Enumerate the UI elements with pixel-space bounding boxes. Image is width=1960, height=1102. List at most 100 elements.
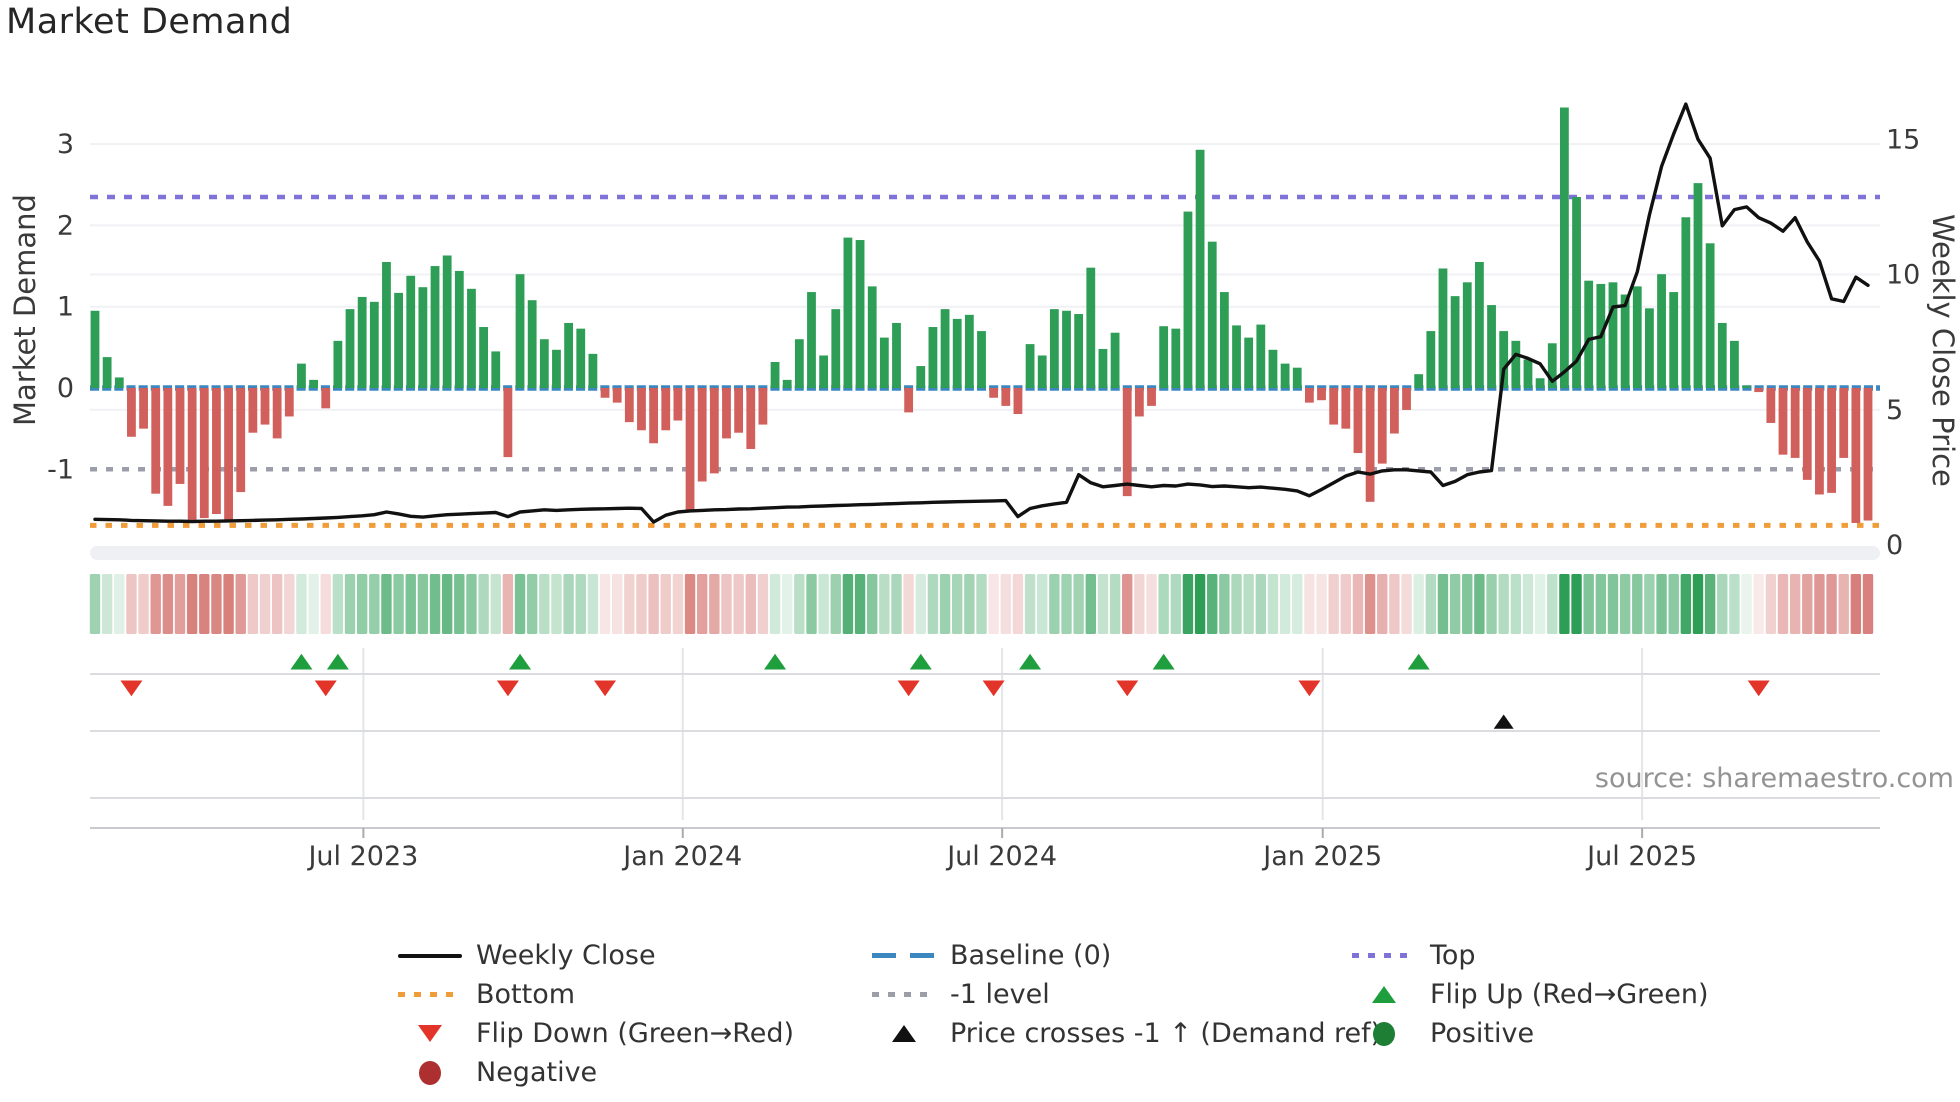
heatmap-cell: [551, 574, 562, 634]
demand-bar: [1608, 282, 1618, 388]
demand-bar: [187, 388, 197, 520]
heatmap-cell: [1777, 574, 1789, 634]
demand-bar: [1681, 217, 1691, 388]
heatmap-cell: [879, 574, 890, 634]
heatmap-cell: [174, 574, 186, 634]
heatmap-cell: [952, 574, 963, 634]
heatmap-cell: [369, 574, 380, 634]
heatmap-cell: [1619, 574, 1631, 634]
demand-bar: [697, 388, 707, 482]
flip-down-marker: [1298, 680, 1321, 697]
demand-bar: [1304, 388, 1314, 403]
flip-down-marker: [897, 680, 920, 697]
heatmap-cell: [1377, 574, 1388, 634]
demand-bar: [637, 388, 646, 431]
demand-bar: [1171, 328, 1181, 388]
heatmap-cell: [1109, 574, 1121, 634]
heatmap-cell: [1364, 574, 1376, 634]
heatmap-cell: [320, 574, 331, 634]
demand-bar: [1632, 286, 1642, 388]
heatmap-cell: [1158, 574, 1169, 634]
demand-bar: [1074, 314, 1084, 388]
legend-positive-label: Positive: [1430, 1018, 1535, 1049]
flip-up-marker: [509, 653, 532, 670]
demand-bar: [1098, 348, 1108, 388]
heatmap-cell: [1340, 574, 1352, 634]
demand-bar: [1086, 267, 1096, 388]
demand-bar: [102, 357, 112, 388]
heatmap-cell: [514, 574, 526, 634]
heatmap-cell: [211, 574, 222, 634]
demand-bar: [1244, 337, 1254, 388]
demand-bar: [309, 379, 318, 388]
heatmap-cell: [247, 574, 259, 634]
x-tick-label: Jul 2024: [945, 841, 1057, 872]
heatmap-cell: [393, 574, 404, 634]
event-markers: [120, 653, 1770, 729]
right-axis-title: Weekly Close Price: [1926, 213, 1960, 487]
demand-bar: [1450, 296, 1460, 388]
heatmap-cell: [1413, 574, 1424, 634]
heatmap-cell: [1267, 574, 1279, 634]
demand-bar: [1863, 388, 1873, 521]
demand-bar: [807, 292, 816, 388]
demand-bar: [1207, 241, 1217, 388]
heatmap-cell: [296, 574, 307, 634]
heatmap-cell: [709, 574, 720, 634]
heatmap-cell: [648, 574, 659, 634]
demand-bar: [1499, 331, 1509, 388]
heatmap-cell: [454, 574, 465, 634]
flip-down-marker: [120, 680, 143, 697]
heatmap-cell: [138, 574, 149, 634]
heatmap-cell: [101, 574, 113, 634]
heatmap-cell: [1826, 574, 1837, 634]
demand-bar: [746, 388, 756, 449]
heatmap-cell: [1000, 574, 1011, 634]
left-y-tick-label: 3: [57, 129, 74, 160]
demand-bar: [649, 388, 659, 444]
legend-column: Top Flip Up (Red→Green) Positive: [1352, 936, 1709, 1053]
heatmap-cell: [405, 574, 416, 634]
heatmap-cell: [1741, 574, 1752, 634]
demand-bar: [1134, 388, 1144, 417]
demand-bar: [114, 377, 124, 388]
heatmap-cell: [1838, 574, 1849, 634]
demand-bar: [1827, 388, 1836, 493]
demand-bar: [1657, 274, 1666, 388]
heatmap-cell: [1437, 574, 1449, 634]
demand-bar: [1730, 340, 1739, 388]
heatmap-cell: [1243, 574, 1254, 634]
heatmap-cell: [1292, 574, 1303, 634]
legend-item-positive: Positive: [1352, 1014, 1709, 1053]
heatmap-cell: [1571, 574, 1582, 634]
heatmap-cell: [964, 574, 975, 634]
demand-bar: [1292, 367, 1302, 388]
legend-item-weekly-close: Weekly Close: [398, 936, 794, 975]
demand-bar: [454, 270, 464, 388]
heatmap-cell: [1061, 574, 1072, 634]
demand-bar: [904, 388, 914, 413]
heatmap-cell: [429, 574, 441, 634]
demand-bar: [345, 309, 355, 388]
demand-bar: [1329, 388, 1339, 425]
heatmap-cell: [1474, 574, 1485, 634]
flip-up-marker: [764, 653, 787, 670]
heatmap-cell: [1425, 574, 1437, 634]
marker-panel: [90, 648, 1880, 820]
demand-bar: [260, 388, 270, 425]
legend-bottom-label: Bottom: [476, 979, 576, 1010]
demand-bar: [661, 388, 671, 431]
heatmap-cell: [1328, 574, 1339, 634]
heatmap-cell: [1449, 574, 1461, 634]
demand-bar: [1705, 243, 1715, 388]
heatmap-cell: [1255, 574, 1267, 634]
heatmap-cell: [490, 574, 501, 634]
heatmap-cell: [1182, 574, 1194, 634]
left-y-tick-label: 1: [57, 292, 74, 323]
demand-bars: [90, 107, 1873, 523]
demand-bar: [1049, 309, 1059, 388]
right-y-tick-label: 0: [1886, 530, 1903, 561]
heatmap-cell: [769, 574, 781, 634]
legend-weekly-close-swatch-icon: [398, 953, 462, 958]
